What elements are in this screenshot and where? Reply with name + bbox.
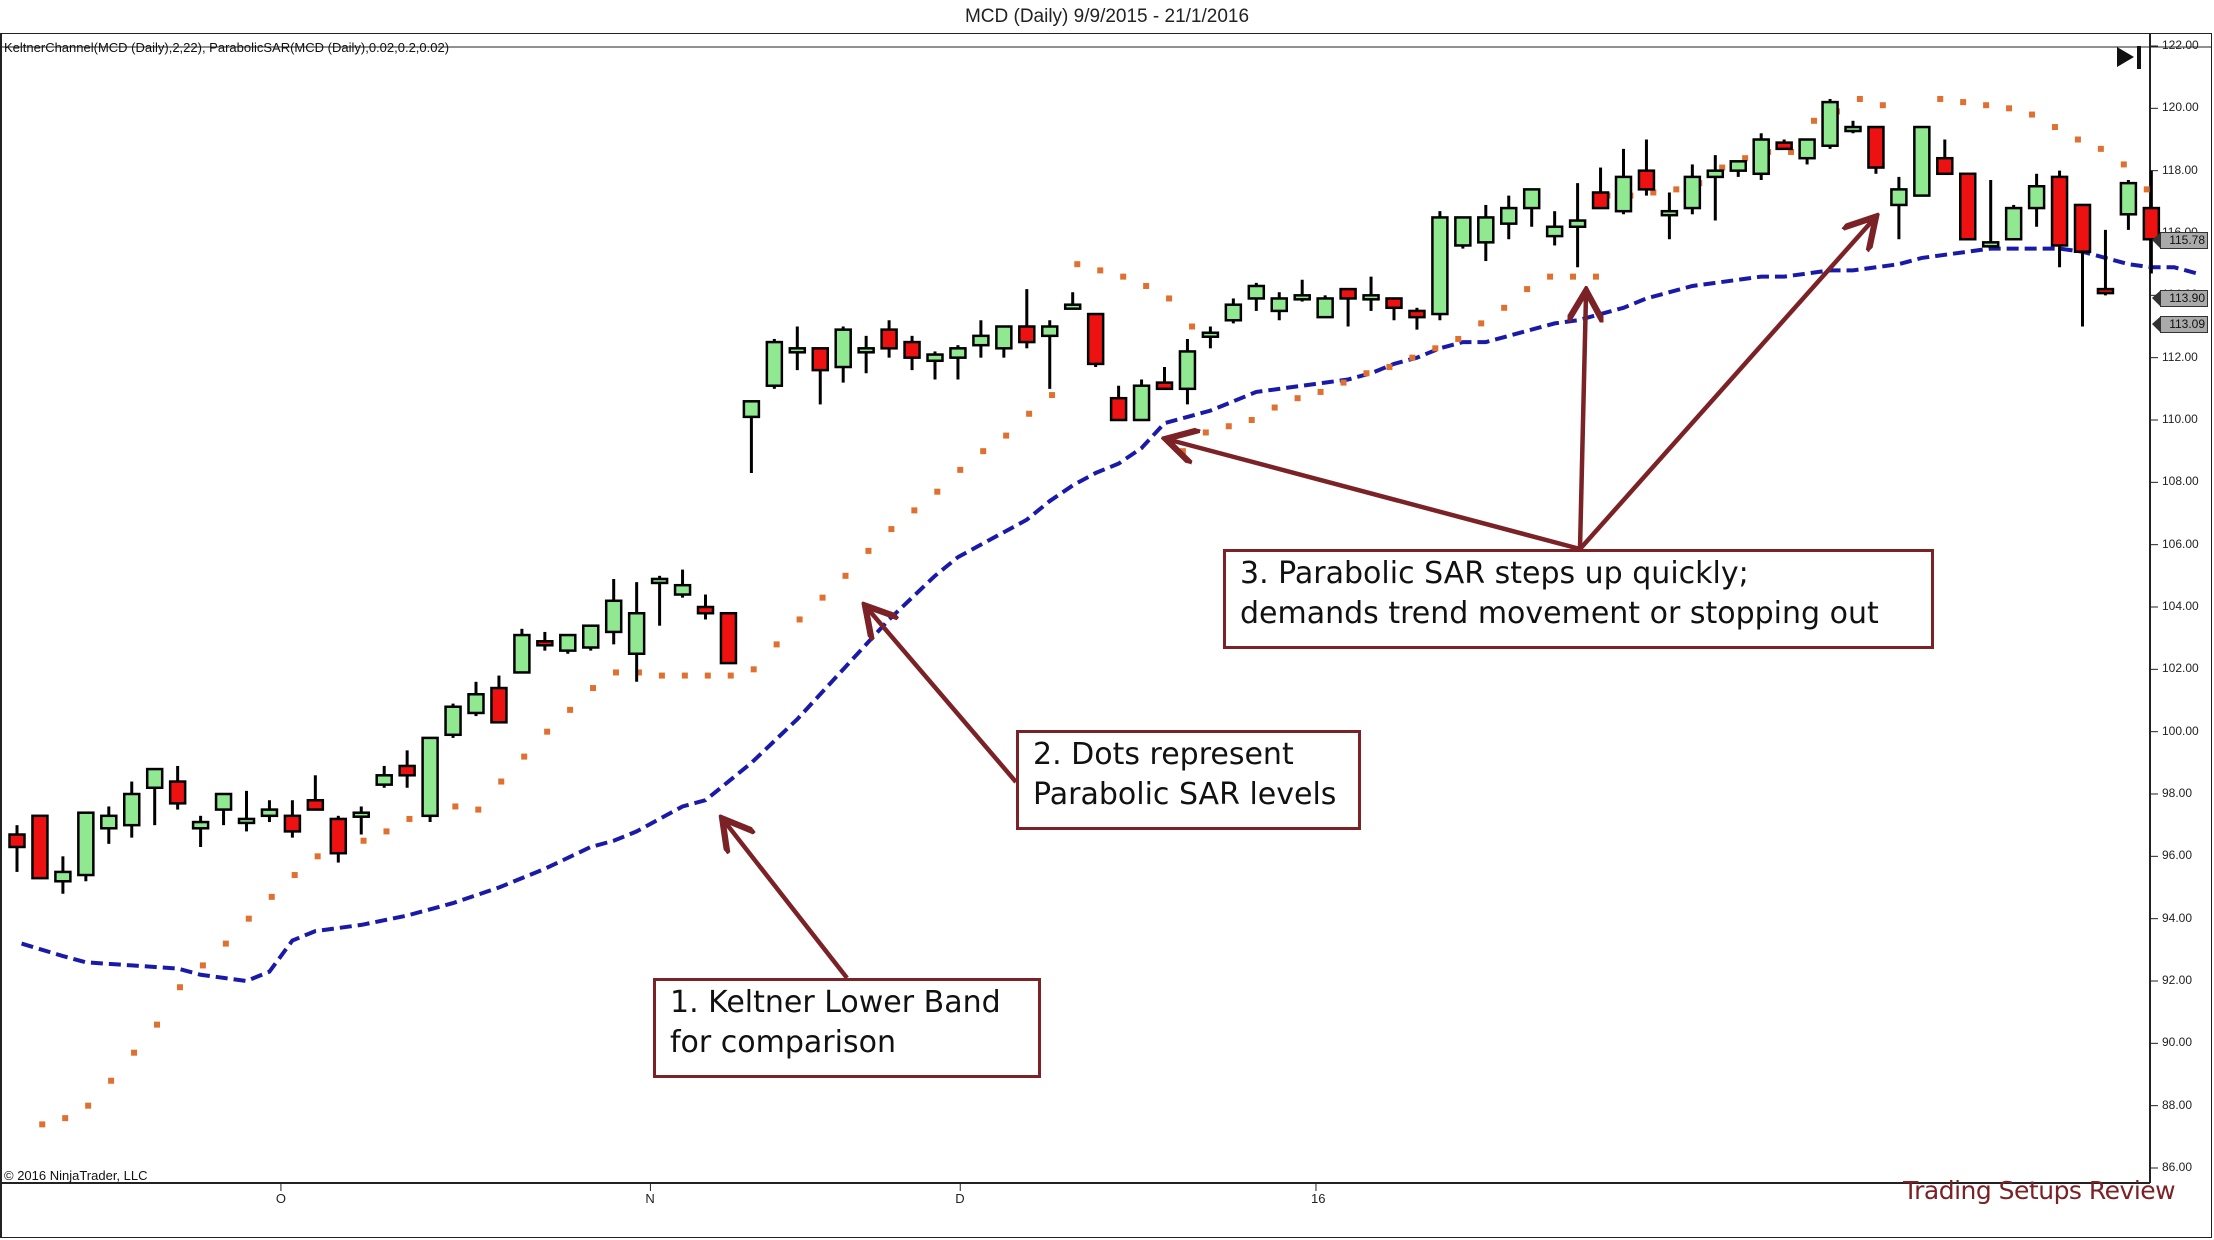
y-tick-label: 106.00	[2162, 536, 2199, 551]
annotation-line: demands trend movement or stopping out	[1240, 596, 1879, 631]
price-tag: 115.78	[2152, 231, 2208, 249]
keltner-lower-band	[21, 246, 2198, 984]
x-tick-label: D	[955, 1191, 965, 1206]
annotation-sar-steps: 3. Parabolic SAR steps up quickly; deman…	[1223, 549, 1934, 649]
y-tick-label: 100.00	[2162, 723, 2199, 738]
annotation-line: 1. Keltner Lower Band	[670, 985, 1001, 1020]
y-tick-label: 92.00	[2162, 973, 2193, 987]
y-tick-label: 118.00	[2162, 162, 2198, 177]
skip-to-end-button[interactable]	[2115, 44, 2145, 70]
y-tick-label: 120.00	[2162, 100, 2199, 115]
y-tick-label: 86.00	[2162, 1160, 2193, 1174]
price-tag: 113.09	[2152, 315, 2208, 333]
y-tick-label: 108.00	[2162, 474, 2199, 489]
annotation-line: Parabolic SAR levels	[1033, 777, 1337, 812]
annotation-line: 2. Dots represent	[1033, 737, 1294, 772]
y-tick-label: 90.00	[2162, 1035, 2193, 1050]
y-tick-label: 94.00	[2162, 910, 2193, 925]
candlesticks	[8, 98, 2161, 894]
annotation-line: for comparison	[670, 1025, 896, 1060]
y-tick-label: 102.00	[2162, 661, 2199, 676]
annotation-line: 3. Parabolic SAR steps up quickly;	[1240, 556, 1749, 591]
y-tick-label: 104.00	[2162, 599, 2199, 613]
price-tag: 113.90	[2152, 290, 2208, 308]
parabolic-sar-dots	[39, 95, 2196, 1128]
watermark: Trading Setups Review	[1903, 1176, 2176, 1205]
y-tick-label: 98.00	[2162, 786, 2193, 800]
chart-frame	[0, 33, 2212, 1238]
x-tick-label: O	[275, 1191, 287, 1206]
y-tick-label: 110.00	[2162, 412, 2198, 426]
annotation-keltner: 1. Keltner Lower Band for comparison	[653, 978, 1041, 1078]
indicator-label: KeltnerChannel(MCD (Daily),2,22), Parabo…	[4, 40, 450, 55]
chart-title: MCD (Daily) 9/9/2015 - 21/1/2016	[964, 6, 1250, 27]
y-tick-label: 96.00	[2162, 848, 2193, 863]
x-tick-label: N	[645, 1191, 655, 1206]
skip-to-end-icon	[2117, 46, 2141, 69]
copyright-label: © 2016 NinjaTrader, LLC	[4, 1168, 148, 1183]
y-tick-label: 122.00	[2162, 38, 2199, 52]
x-tick-label: 16	[1310, 1191, 1326, 1206]
annotation-sar-dots: 2. Dots represent Parabolic SAR levels	[1016, 730, 1361, 830]
y-tick-label: 112.00	[2162, 349, 2198, 364]
y-tick-label: 88.00	[2162, 1097, 2193, 1112]
annotation-arrows	[725, 220, 1873, 980]
